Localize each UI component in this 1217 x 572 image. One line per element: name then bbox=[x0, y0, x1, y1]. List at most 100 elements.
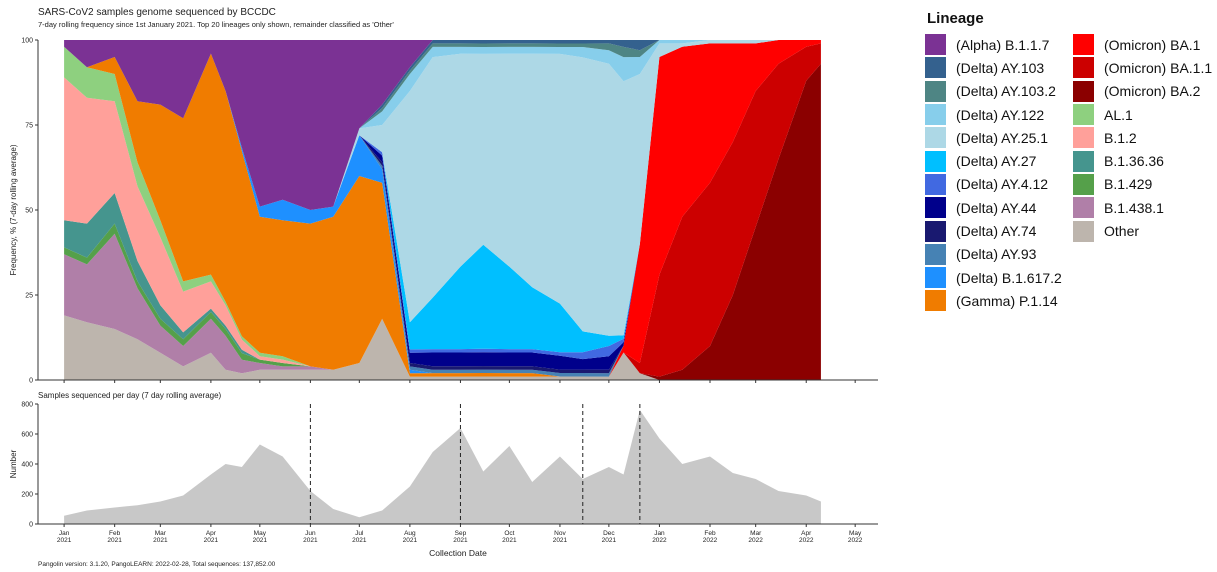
area-other bbox=[64, 315, 821, 380]
legend-label: (Delta) AY.27 bbox=[956, 153, 1037, 170]
legend-label: (Omicron) BA.1 bbox=[1104, 36, 1201, 53]
bottom-y-tick-label: 600 bbox=[21, 432, 33, 439]
legend-grid: (Alpha) B.1.1.7 (Delta) AY.103 (Delta) AY.… bbox=[925, 33, 1215, 313]
area-omicron-ba-1 bbox=[64, 40, 821, 377]
x-tick-label-month: Sep bbox=[455, 530, 467, 537]
chart-subtitle: 7-day rolling frequency since 1st Januar… bbox=[38, 20, 394, 29]
legend-item: Other bbox=[1073, 219, 1215, 242]
legend-item: (Delta) AY.103.2 bbox=[925, 80, 1063, 103]
legend-item: B.1.2 bbox=[1073, 126, 1215, 149]
legend-label: AL.1 bbox=[1104, 106, 1133, 123]
x-tick-label-year: 2022 bbox=[652, 537, 667, 544]
legend-item: (Delta) AY.122 bbox=[925, 103, 1063, 126]
legend-item: (Delta) AY.103 bbox=[925, 56, 1063, 79]
top-y-tick-label: 75 bbox=[25, 123, 33, 130]
legend-label: (Delta) B.1.617.2 bbox=[956, 269, 1062, 286]
bottom-y-tick-label: 0 bbox=[29, 522, 33, 529]
legend-swatch bbox=[925, 104, 946, 126]
area-alpha-b-1-1-7 bbox=[64, 40, 821, 210]
legend-swatch bbox=[1073, 34, 1094, 56]
x-tick-label-year: 2021 bbox=[553, 537, 568, 544]
x-tick-label-month: Feb bbox=[704, 530, 716, 537]
x-tick-label-month: Apr bbox=[206, 530, 217, 537]
legend-item: (Delta) AY.74 bbox=[925, 219, 1063, 242]
x-tick-label-year: 2021 bbox=[403, 537, 418, 544]
footer-caption: Pangolin version: 3.1.20, PangoLEARN: 20… bbox=[38, 561, 276, 568]
x-tick-label-month: Mar bbox=[155, 530, 167, 537]
area-gamma-p-1-14 bbox=[64, 40, 821, 377]
legend-swatch bbox=[1073, 150, 1094, 172]
legend: Lineage (Alpha) B.1.1.7 (Delta) AY.103 (De… bbox=[925, 10, 1215, 313]
legend-label: B.1.429 bbox=[1104, 176, 1153, 193]
x-tick-label-year: 2022 bbox=[848, 537, 863, 544]
legend-item: (Omicron) BA.2 bbox=[1073, 80, 1215, 103]
legend-swatch bbox=[925, 34, 946, 56]
legend-swatch bbox=[925, 150, 946, 172]
legend-swatch bbox=[925, 197, 946, 219]
legend-label: Other bbox=[1104, 223, 1140, 240]
legend-item: (Delta) B.1.617.2 bbox=[925, 266, 1063, 289]
legend-swatch bbox=[1073, 127, 1094, 149]
legend-swatch bbox=[925, 220, 946, 242]
legend-label: B.1.438.1 bbox=[1104, 199, 1164, 216]
legend-swatch bbox=[1073, 220, 1094, 242]
frequency-panel: SARS-CoV2 samples genome sequenced by BC… bbox=[9, 7, 878, 385]
x-tick-label-year: 2021 bbox=[153, 537, 168, 544]
bottom-title: Samples sequenced per day (7 day rolling… bbox=[38, 391, 222, 400]
x-tick-label-year: 2021 bbox=[253, 537, 268, 544]
legend-swatch bbox=[925, 80, 946, 102]
legend-label: (Delta) AY.122 bbox=[956, 106, 1045, 123]
x-tick-label-month: Mar bbox=[750, 530, 762, 537]
x-tick-label-month: Nov bbox=[554, 530, 566, 537]
x-tick-label-year: 2021 bbox=[352, 537, 367, 544]
legend-label: (Delta) AY.93 bbox=[956, 246, 1037, 263]
legend-swatch bbox=[1073, 173, 1094, 195]
legend-swatch bbox=[925, 267, 946, 289]
x-tick-label-year: 2021 bbox=[107, 537, 122, 544]
top-y-tick-label: 25 bbox=[25, 293, 33, 300]
area-delta-ay-27 bbox=[64, 40, 821, 353]
x-tick-label-month: Apr bbox=[801, 530, 812, 537]
legend-item: (Gamma) P.1.14 bbox=[925, 289, 1063, 312]
legend-label: B.1.2 bbox=[1104, 129, 1137, 146]
x-tick-label-month: Feb bbox=[109, 530, 121, 537]
legend-label: (Delta) AY.74 bbox=[956, 223, 1037, 240]
x-tick-label-year: 2022 bbox=[703, 537, 718, 544]
x-tick-label-year: 2021 bbox=[204, 537, 219, 544]
x-tick-label-month: Jan bbox=[59, 530, 70, 537]
legend-item: (Delta) AY.27 bbox=[925, 149, 1063, 172]
legend-item: (Delta) AY.44 bbox=[925, 196, 1063, 219]
legend-item: (Delta) AY.93 bbox=[925, 243, 1063, 266]
legend-title: Lineage bbox=[927, 10, 984, 27]
top-y-tick-label: 100 bbox=[21, 38, 33, 45]
legend-item: (Delta) AY.4.12 bbox=[925, 173, 1063, 196]
legend-label: (Delta) AY.25.1 bbox=[956, 129, 1049, 146]
x-axis-label: Collection Date bbox=[429, 548, 487, 558]
legend-item: B.1.36.36 bbox=[1073, 149, 1215, 172]
legend-item: B.1.438.1 bbox=[1073, 196, 1215, 219]
legend-label: (Delta) AY.44 bbox=[956, 199, 1037, 216]
x-tick-label-year: 2021 bbox=[453, 537, 468, 544]
x-tick-label-month: Jan bbox=[654, 530, 665, 537]
samples-area bbox=[64, 410, 821, 524]
legend-swatch bbox=[925, 127, 946, 149]
legend-item: (Alpha) B.1.1.7 bbox=[925, 33, 1063, 56]
x-tick-label-month: Dec bbox=[603, 530, 615, 537]
legend-swatch bbox=[1073, 57, 1094, 79]
x-tick-label-month: May bbox=[254, 530, 267, 537]
legend-swatch bbox=[925, 290, 946, 312]
legend-label: (Alpha) B.1.1.7 bbox=[956, 36, 1050, 53]
legend-label: (Delta) AY.103.2 bbox=[956, 83, 1056, 100]
legend-item: AL.1 bbox=[1073, 103, 1215, 126]
legend-item: (Delta) AY.25.1 bbox=[925, 126, 1063, 149]
bottom-y-tick-label: 800 bbox=[21, 402, 33, 409]
x-tick-label-month: Jun bbox=[305, 530, 316, 537]
bottom-y-axis-label: Number bbox=[9, 449, 18, 478]
x-tick-label-month: Jul bbox=[355, 530, 364, 537]
x-tick-label-year: 2021 bbox=[57, 537, 72, 544]
top-y-tick-label: 0 bbox=[29, 378, 33, 385]
chart-title: SARS-CoV2 samples genome sequenced by BC… bbox=[38, 7, 276, 18]
top-y-tick-label: 50 bbox=[25, 208, 33, 215]
legend-item: B.1.429 bbox=[1073, 173, 1215, 196]
